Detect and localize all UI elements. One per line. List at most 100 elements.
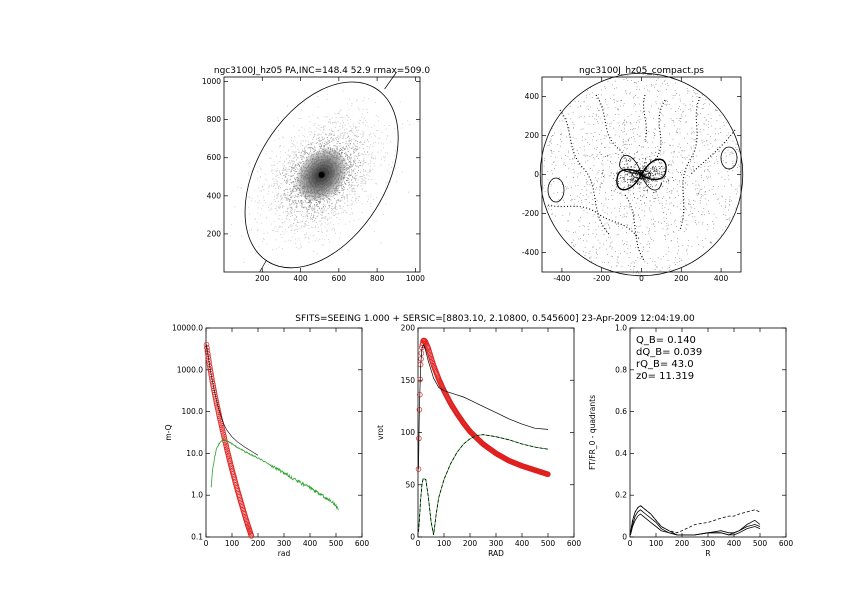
residual-dot [649, 177, 650, 178]
residual-dot [616, 172, 618, 174]
residual-dot [615, 223, 617, 224]
image-pixel [350, 186, 352, 187]
x-tick-label: 100 [225, 539, 240, 548]
image-pixel [278, 225, 280, 227]
image-pixel [270, 204, 272, 205]
image-pixel [282, 222, 283, 224]
image-pixel [304, 147, 305, 149]
image-pixel [294, 154, 296, 156]
image-pixel [294, 144, 296, 146]
image-pixel [360, 133, 362, 135]
image-pixel [336, 182, 338, 184]
image-pixel [343, 196, 345, 197]
image-pixel [317, 189, 319, 191]
residual-dot [586, 182, 587, 184]
image-pixel [347, 180, 348, 181]
residual-dot [647, 192, 649, 194]
image-pixel [312, 142, 314, 144]
image-pixel [323, 146, 325, 148]
residual-dot [662, 228, 664, 230]
residual-dot [636, 272, 637, 274]
residual-dot [568, 230, 570, 232]
residual-dot [641, 161, 643, 163]
image-pixel [342, 125, 344, 127]
image-pixel [326, 99, 328, 100]
residual-dot [549, 141, 551, 143]
image-pixel [320, 142, 321, 144]
image-pixel [376, 183, 377, 185]
residual-dot [737, 167, 738, 168]
image-pixel [276, 167, 278, 169]
residual-dot [693, 92, 695, 93]
image-pixel [337, 167, 339, 169]
residual-dot [644, 175, 646, 177]
image-pixel [323, 198, 325, 200]
image-pixel [357, 196, 359, 198]
image-pixel [304, 199, 306, 201]
image-pixel [312, 157, 313, 159]
image-pixel [296, 211, 298, 212]
image-pixel [316, 178, 317, 179]
residual-dot [599, 219, 600, 221]
image-pixel [294, 178, 296, 180]
image-pixel [343, 122, 344, 123]
image-pixel [310, 166, 312, 168]
image-pixel [315, 185, 317, 187]
image-pixel [310, 142, 312, 144]
residual-dot [607, 159, 609, 161]
residual-dot [655, 198, 656, 199]
residual-dot [726, 162, 727, 163]
image-pixel [357, 142, 359, 144]
image-pixel [342, 148, 344, 149]
image-pixel [348, 168, 350, 170]
residual-dot [643, 175, 645, 177]
image-pixel [311, 217, 312, 219]
residual-dot [638, 135, 640, 137]
image-pixel [296, 216, 297, 218]
residual-dot [644, 178, 645, 180]
residual-dot [550, 185, 552, 187]
image-pixel [318, 152, 320, 154]
image-pixel [308, 146, 310, 148]
residual-contour [640, 158, 667, 181]
residual-dot [585, 252, 587, 254]
image-pixel [346, 132, 348, 134]
image-pixel [298, 118, 300, 119]
residual-dot [699, 131, 701, 133]
residual-dot [580, 193, 582, 194]
residual-dot [739, 171, 741, 173]
image-pixel [283, 222, 285, 223]
image-pixel [314, 183, 315, 185]
residual-dot [670, 118, 672, 120]
residual-dot [673, 152, 675, 154]
image-pixel [308, 141, 309, 143]
image-pixel [354, 173, 356, 175]
image-pixel [371, 152, 373, 154]
residual-dot [735, 188, 737, 190]
residual-dot [646, 179, 648, 180]
image-pixel [340, 189, 342, 191]
residual-dot [667, 178, 669, 180]
residual-dot [625, 148, 627, 150]
residual-dot [621, 265, 623, 267]
residual-dot [639, 174, 641, 176]
residual-dot [697, 114, 699, 115]
image-pixel [354, 184, 356, 186]
residual-dot [652, 195, 653, 196]
residual-dot [630, 178, 631, 180]
image-pixel [290, 196, 292, 198]
residual-dot [636, 82, 637, 84]
residual-dot [693, 204, 694, 205]
image-pixel [307, 237, 309, 239]
residual-dot [686, 250, 687, 252]
residual-dot [663, 196, 664, 198]
image-pixel [307, 152, 309, 154]
image-pixel [337, 153, 339, 154]
image-pixel [304, 102, 306, 104]
image-pixel [321, 193, 323, 194]
image-pixel [362, 163, 364, 165]
image-pixel [289, 203, 290, 205]
image-pixel [313, 177, 315, 179]
image-pixel [293, 223, 294, 224]
residual-dot [606, 154, 608, 156]
